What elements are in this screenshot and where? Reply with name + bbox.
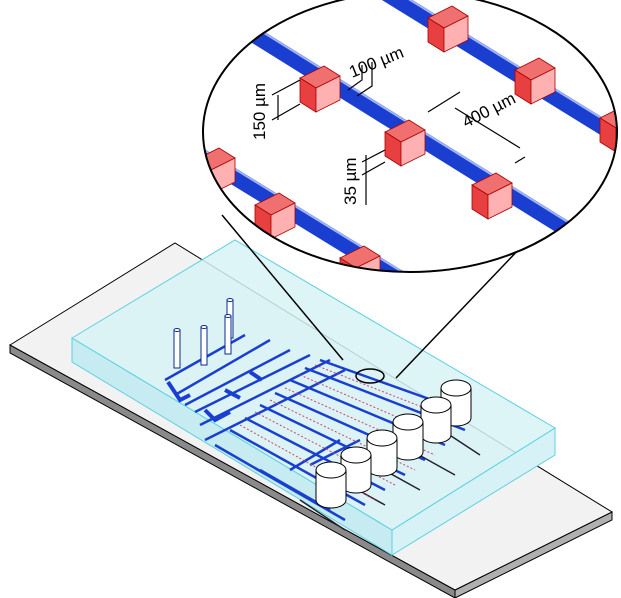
dimension-lines xyxy=(271,62,526,205)
gap-label: 35 µm xyxy=(341,157,360,205)
zoom-indicator xyxy=(221,214,524,384)
height-label: 150 µm xyxy=(250,83,269,140)
channel-red-lines xyxy=(239,364,456,501)
